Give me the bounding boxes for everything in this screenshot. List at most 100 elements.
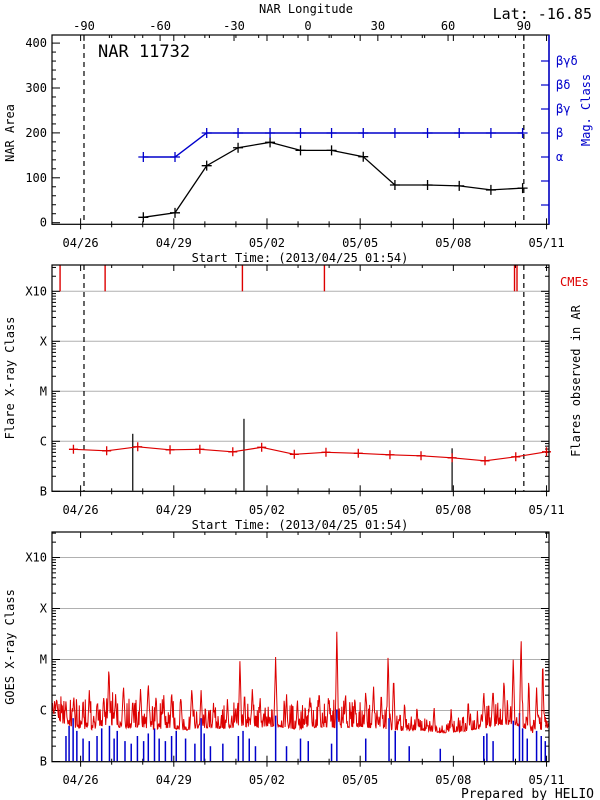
bottom-y-axis-title: GOES X-ray Class [3, 589, 17, 705]
mag-class-axis-title: Mag. Class [579, 74, 593, 146]
nar-area-point [517, 183, 528, 194]
flare-background-point [257, 442, 267, 452]
bottom-panel: B C M X X10 04/26 04/29 05/02 05/05 05/08 05/11 [25, 531, 565, 787]
longitude-tick-label: -60 [149, 19, 171, 33]
mag-class-point [389, 128, 400, 138]
flare-background-point [480, 456, 490, 466]
x-tick-label: 05/05 [342, 503, 378, 517]
flare-background-point [289, 449, 299, 459]
nar-area-point [265, 137, 276, 148]
y-tick-label: X10 [25, 551, 47, 565]
goes-xray-curve [51, 631, 550, 734]
flares-observed-label: Flares observed in AR [569, 304, 583, 456]
x-tick-label: 04/26 [63, 236, 99, 250]
latitude-label: Lat: -16.85 [493, 5, 592, 23]
middle-y-axis-title: Flare X-ray Class [3, 317, 17, 440]
nar-area-line [143, 141, 523, 218]
mag-class-point [295, 128, 306, 138]
flare-background-point [165, 445, 175, 455]
longitude-tick-label: -90 [73, 19, 95, 33]
longitude-tick-label: 30 [371, 19, 385, 33]
middle-start-time-label: Start Time: (2013/04/25 01:54) [192, 518, 409, 532]
flare-background-point [385, 450, 395, 460]
nar-area-point [233, 142, 244, 153]
y-tick-label: X [40, 602, 48, 616]
y-tick-label: X [40, 334, 48, 348]
mag-class-point [265, 128, 276, 138]
mag-class-point [138, 152, 149, 162]
mag-tick-label: βδ [556, 78, 570, 92]
flare-background-point [228, 447, 238, 457]
x-tick-label: 05/02 [249, 773, 285, 787]
mag-class-point [326, 128, 337, 138]
x-tick-label: 05/02 [249, 236, 285, 250]
mag-class-point [358, 128, 369, 138]
x-tick-label: 05/08 [435, 503, 471, 517]
static-labels: NAR Longitude Lat: -16.85 NAR 11732 NAR … [3, 2, 594, 800]
middle-panel-frame [51, 264, 550, 492]
nar-area-point [485, 184, 496, 195]
x-tick-label: 05/02 [249, 503, 285, 517]
nar-area-point [138, 212, 149, 223]
area-tick-label: 100 [25, 171, 47, 185]
nar-area-point [422, 179, 433, 190]
top-y-axis-title: NAR Area [3, 104, 17, 162]
flare-background-point [68, 444, 78, 454]
x-tick-label: 04/26 [63, 773, 99, 787]
nar-area-point [389, 179, 400, 190]
mag-tick-label: α [556, 150, 563, 164]
middle-panel: B C M X X10 04/26 04/29 05/02 05/05 05/08 05/11 [25, 264, 565, 517]
x-tick-label: 05/08 [435, 773, 471, 787]
longitude-tick-label: -30 [223, 19, 245, 33]
prepared-by-label: Prepared by HELIO [461, 787, 594, 800]
mag-class-point [454, 128, 465, 138]
bottom-panel-frame [51, 531, 550, 763]
flare-background-point [416, 451, 426, 461]
area-tick-label: 400 [25, 36, 47, 50]
nar-area-point [295, 145, 306, 156]
mag-class-point [233, 128, 244, 138]
mag-class-line [143, 132, 523, 158]
flare-background-point [102, 446, 112, 456]
longitude-tick-label: 90 [517, 19, 531, 33]
y-tick-label: B [40, 755, 47, 769]
x-tick-label: 05/11 [528, 236, 564, 250]
mag-class-point [517, 128, 528, 138]
mag-class-point [170, 152, 181, 162]
mag-tick-label: βγ [556, 102, 570, 116]
flare-background-line [73, 446, 547, 462]
flare-background-point [447, 453, 457, 463]
x-tick-label: 04/29 [156, 503, 192, 517]
area-tick-label: 200 [25, 126, 47, 140]
x-tick-label: 05/11 [528, 503, 564, 517]
top-panel: 0 100 200 300 400 βγδ βδ βγ βα -90 -60 -30 0 30 60 90 04… [25, 19, 577, 250]
nar-area-point [201, 160, 212, 171]
longitude-tick-label: 0 [304, 19, 311, 33]
nar-area-point [454, 180, 465, 191]
top-start-time-label: Start Time: (2013/04/25 01:54) [192, 251, 409, 265]
longitude-axis-title: NAR Longitude [259, 2, 353, 16]
mag-tick-label: βγδ [556, 54, 578, 68]
area-tick-label: 300 [25, 81, 47, 95]
area-tick-label: 0 [40, 216, 47, 230]
plot-title: NAR 11732 [98, 42, 190, 62]
y-tick-label: X10 [25, 284, 47, 298]
flare-background-point [542, 447, 552, 457]
mag-tick-label: β [556, 126, 563, 140]
mag-class-point [201, 128, 212, 138]
flare-background-point [511, 452, 521, 462]
mag-class-point [485, 128, 496, 138]
generated-chart-layers: 0 100 200 300 400 βγδ βδ βγ βα -90 -60 -30 0 30 60 90 04… [25, 19, 577, 787]
nar-area-point [170, 207, 181, 218]
x-tick-label: 04/29 [156, 236, 192, 250]
nar-area-point [326, 145, 337, 156]
flare-background-point [133, 442, 143, 452]
cmes-label: CMEs [560, 275, 589, 289]
longitude-tick-label: 60 [441, 19, 455, 33]
y-tick-label: M [40, 384, 47, 398]
flare-background-point [321, 447, 331, 457]
x-tick-label: 04/29 [156, 773, 192, 787]
x-tick-label: 05/11 [528, 773, 564, 787]
